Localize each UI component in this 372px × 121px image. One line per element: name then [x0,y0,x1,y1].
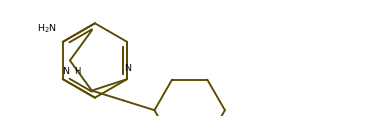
Text: H$_2$N: H$_2$N [37,23,57,35]
Text: N: N [62,67,69,76]
Text: H: H [74,67,80,76]
Text: N: N [124,64,131,73]
